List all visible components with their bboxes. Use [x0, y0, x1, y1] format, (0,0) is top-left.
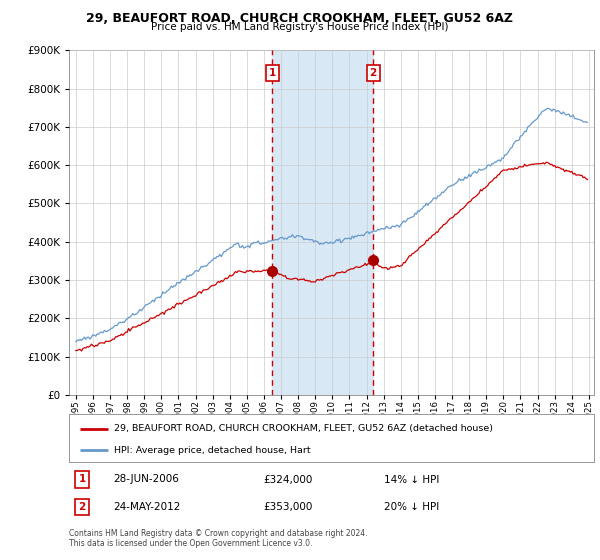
Text: This data is licensed under the Open Government Licence v3.0.: This data is licensed under the Open Gov… — [69, 539, 313, 548]
Text: 29, BEAUFORT ROAD, CHURCH CROOKHAM, FLEET, GU52 6AZ (detached house): 29, BEAUFORT ROAD, CHURCH CROOKHAM, FLEE… — [113, 424, 493, 433]
Text: HPI: Average price, detached house, Hart: HPI: Average price, detached house, Hart — [113, 446, 310, 455]
Text: 2: 2 — [370, 68, 377, 78]
Text: £353,000: £353,000 — [263, 502, 313, 512]
Text: Contains HM Land Registry data © Crown copyright and database right 2024.: Contains HM Land Registry data © Crown c… — [69, 529, 367, 538]
Bar — [272, 50, 373, 395]
Text: 20% ↓ HPI: 20% ↓ HPI — [384, 502, 439, 512]
Text: 2: 2 — [79, 502, 86, 512]
Text: £324,000: £324,000 — [263, 474, 313, 484]
Text: 29, BEAUFORT ROAD, CHURCH CROOKHAM, FLEET, GU52 6AZ: 29, BEAUFORT ROAD, CHURCH CROOKHAM, FLEE… — [86, 12, 514, 25]
Text: 14% ↓ HPI: 14% ↓ HPI — [384, 474, 439, 484]
Text: 1: 1 — [79, 474, 86, 484]
Text: 28-JUN-2006: 28-JUN-2006 — [113, 474, 179, 484]
Text: 1: 1 — [269, 68, 276, 78]
Text: Price paid vs. HM Land Registry's House Price Index (HPI): Price paid vs. HM Land Registry's House … — [151, 22, 449, 32]
Text: 24-MAY-2012: 24-MAY-2012 — [113, 502, 181, 512]
